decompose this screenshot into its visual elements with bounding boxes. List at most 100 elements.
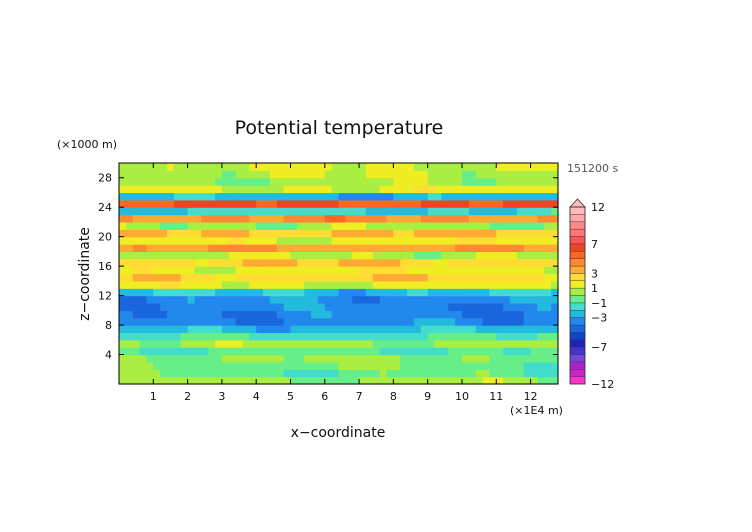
heatmap-cell — [400, 192, 408, 201]
heatmap-cell — [352, 266, 360, 275]
heatmap-cell — [365, 170, 374, 179]
heatmap-cell — [372, 376, 381, 385]
heatmap-cell — [372, 221, 381, 230]
heatmap-cell — [461, 295, 470, 304]
heatmap-cell — [496, 207, 504, 216]
heatmap-cell — [167, 332, 175, 341]
heatmap-cell — [448, 229, 456, 238]
heatmap-cell — [482, 376, 491, 385]
heatmap-cell — [311, 310, 319, 319]
heatmap-cell — [324, 199, 333, 208]
heatmap-cell — [235, 170, 244, 179]
heatmap-cell — [297, 347, 305, 356]
heatmap-cell — [448, 376, 456, 385]
heatmap-cell — [187, 317, 196, 326]
heatmap-cell — [352, 258, 360, 267]
heatmap-cell — [496, 354, 504, 363]
heatmap-cell — [345, 207, 353, 216]
heatmap-cell — [496, 163, 504, 171]
heatmap-cell — [420, 302, 429, 311]
heatmap-cell — [139, 273, 148, 282]
heatmap-cell — [160, 273, 168, 282]
heatmap-cell — [407, 192, 415, 201]
heatmap-cell — [132, 325, 141, 334]
chart-title: Potential temperature — [235, 117, 444, 139]
heatmap-cell — [160, 361, 168, 370]
heatmap-cell — [187, 207, 196, 216]
heatmap-cell — [482, 361, 491, 370]
heatmap-cell — [201, 170, 209, 179]
heatmap-cell — [400, 302, 408, 311]
plot-frame — [118, 162, 559, 385]
heatmap-cell — [468, 229, 477, 238]
heatmap-cell — [427, 376, 436, 385]
heatmap-cell — [119, 376, 127, 385]
heatmap-cell — [393, 354, 401, 363]
heatmap-cell — [352, 199, 360, 208]
heatmap-cell — [146, 214, 154, 223]
heatmap-cell — [263, 361, 271, 370]
heatmap-cell — [441, 280, 449, 289]
heatmap-cell — [146, 295, 154, 304]
heatmap-cell — [125, 317, 134, 326]
heatmap-cell — [482, 295, 491, 304]
heatmap-cell — [359, 244, 367, 252]
heatmap-cell — [297, 376, 305, 385]
heatmap-cell — [173, 177, 182, 186]
heatmap-cell — [221, 295, 230, 304]
heatmap-cell — [400, 325, 408, 334]
heatmap-cell — [331, 244, 340, 252]
heatmap-cell — [160, 170, 168, 179]
heatmap-cell — [400, 185, 408, 194]
heatmap-cell — [393, 207, 401, 216]
heatmap-cell — [448, 207, 456, 216]
heatmap-cell — [475, 273, 484, 282]
heatmap-cell — [461, 258, 470, 267]
heatmap-cell — [400, 244, 408, 252]
heatmap-cell — [461, 214, 470, 223]
heatmap-cell — [119, 177, 127, 186]
heatmap-cell — [475, 295, 484, 304]
heatmap-cell — [256, 288, 264, 297]
heatmap-cell — [372, 170, 381, 179]
heatmap-cell — [167, 376, 175, 385]
heatmap-cell — [324, 339, 333, 348]
heatmap-cell — [352, 339, 360, 348]
heatmap-cell — [468, 258, 477, 267]
heatmap-cell — [132, 244, 141, 252]
heatmap-cell — [420, 170, 429, 179]
heatmap-cell — [167, 199, 175, 208]
heatmap-cell — [441, 332, 449, 341]
heatmap-cell — [516, 295, 525, 304]
heatmap-cell — [407, 214, 415, 223]
heatmap-cell — [372, 177, 381, 186]
heatmap-cell — [194, 258, 202, 267]
heatmap-cell — [441, 288, 449, 297]
heatmap-cell — [331, 214, 340, 223]
heatmap-cell — [269, 258, 278, 267]
heatmap-cell — [489, 369, 497, 378]
heatmap-cell — [393, 266, 401, 275]
heatmap-cell — [461, 273, 470, 282]
heatmap-cell — [228, 347, 237, 356]
heatmap-cell — [551, 244, 559, 252]
heatmap-cell — [544, 317, 552, 326]
heatmap-cell — [160, 244, 168, 252]
heatmap-cell — [317, 361, 326, 370]
heatmap-cell — [365, 251, 374, 260]
heatmap-cell — [290, 177, 298, 186]
heatmap-cell — [167, 325, 175, 334]
heatmap-cell — [551, 207, 559, 216]
heatmap-cell — [379, 273, 388, 282]
heatmap-cell — [125, 214, 134, 223]
heatmap-cell — [153, 185, 161, 194]
heatmap-cell — [503, 244, 511, 252]
heatmap-cell — [146, 310, 154, 319]
heatmap-cell — [153, 221, 161, 230]
heatmap-cell — [544, 177, 552, 186]
heatmap-cell — [455, 295, 463, 304]
heatmap-cell — [235, 221, 244, 230]
heatmap-cell — [221, 339, 230, 348]
heatmap-cell — [324, 207, 333, 216]
